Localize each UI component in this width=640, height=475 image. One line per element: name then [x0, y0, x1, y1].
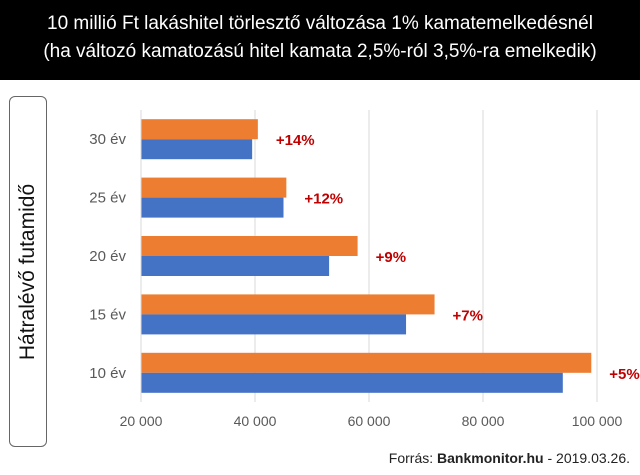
x-tick-label: 80 000 [462, 413, 505, 429]
bar-blue [141, 372, 563, 393]
bar-chart: 20 000 40 000 60 000 80 000 100 000 30 év +14%… [89, 110, 640, 429]
source-note: Forrás: Bankmonitor.hu - 2019.03.26. [389, 450, 630, 466]
source-suffix: - 2019.03.26. [543, 450, 630, 466]
bar-blue [141, 256, 330, 276]
source-brand: Bankmonitor.hu [437, 450, 544, 466]
chart-title: 10 millió Ft lakáshitel törlesztő változ… [47, 13, 593, 34]
y-axis-label-box: Hátralévő futamidő [9, 96, 47, 447]
chart-subtitle: (ha változó kamatozású hitel kamata 2,5%… [43, 41, 597, 62]
title-banner: 10 millió Ft lakáshitel törlesztő változ… [0, 0, 640, 80]
data-label: +12% [304, 191, 343, 208]
bar-blue [141, 197, 284, 218]
data-label: +5% [609, 366, 639, 383]
data-label: +7% [453, 307, 483, 324]
bar-orange [141, 177, 287, 198]
source-prefix: Forrás: [388, 450, 438, 466]
x-tick-label: 40 000 [234, 413, 277, 429]
y-tick-label: 10 év [89, 365, 126, 382]
y-tick-label: 25 év [89, 190, 126, 207]
bar-orange [141, 119, 258, 140]
bar-blue [141, 139, 253, 160]
bar-orange [141, 294, 435, 315]
bar-orange [141, 236, 358, 256]
y-tick-label: 30 év [89, 131, 126, 148]
x-tick-label: 60 000 [348, 413, 391, 429]
bar-orange [141, 352, 592, 373]
data-label: +14% [276, 132, 315, 149]
x-tick-label: 100 000 [572, 413, 623, 429]
data-label: +9% [376, 249, 406, 266]
bar-blue [141, 314, 407, 335]
x-tick-label: 20 000 [120, 413, 163, 429]
y-tick-label: 20 év [89, 248, 126, 265]
y-tick-label: 15 év [89, 306, 126, 323]
